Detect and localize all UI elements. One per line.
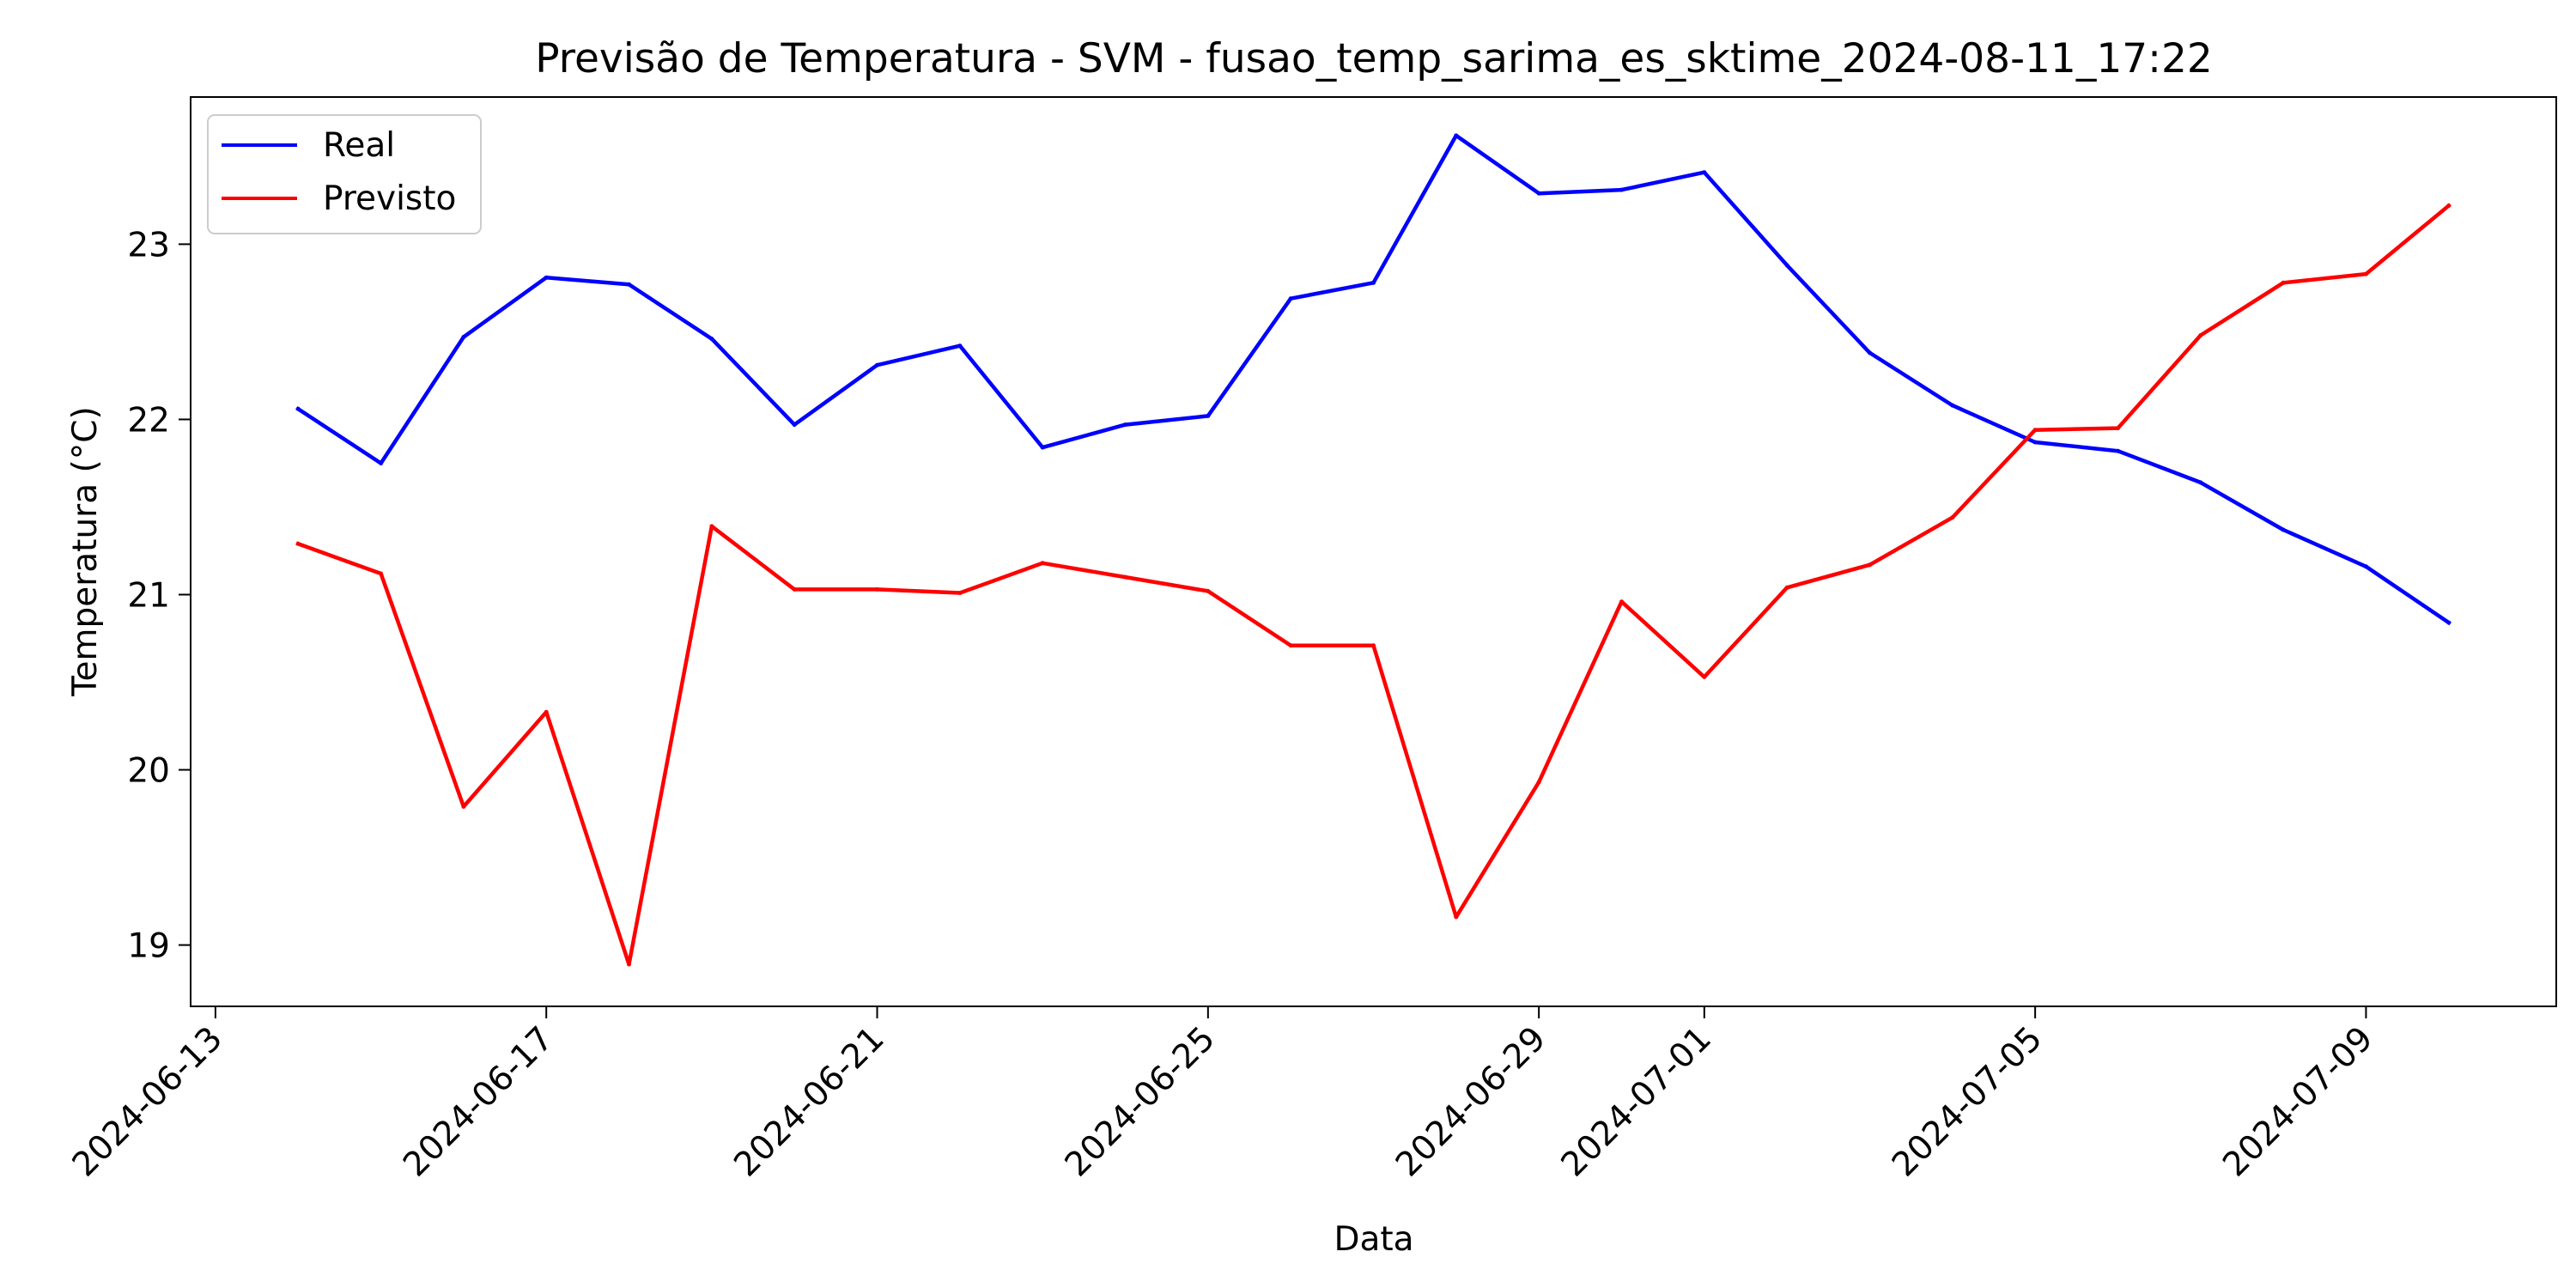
data-point-previsto: [1702, 674, 1707, 679]
legend-label-real: Real: [323, 126, 395, 165]
data-point-previsto: [709, 524, 714, 529]
y-axis-label: Temperatura (°C): [66, 406, 105, 696]
data-point-previsto: [1454, 914, 1459, 920]
data-point-real: [461, 335, 466, 339]
data-point-previsto: [295, 541, 301, 546]
data-point-previsto: [379, 571, 384, 576]
legend-label-previsto: Previsto: [323, 179, 456, 218]
data-point-real: [1454, 133, 1459, 138]
data-point-real: [379, 461, 384, 465]
y-tick-label: 21: [127, 576, 170, 615]
data-point-real: [1950, 403, 1955, 408]
series-layer: [295, 133, 2451, 967]
chart-title: Previsão de Temperatura - SVM - fusao_te…: [535, 35, 2213, 82]
data-point-previsto: [627, 962, 631, 967]
data-point-real: [1288, 296, 1293, 301]
data-point-real: [792, 422, 797, 428]
data-point-previsto: [2116, 426, 2120, 431]
data-point-real: [1123, 422, 1127, 428]
data-point-real: [875, 362, 879, 368]
plot-frame: [190, 96, 2557, 1007]
data-point-real: [1040, 445, 1045, 450]
data-point-real: [1371, 280, 1376, 285]
data-point-real: [295, 406, 301, 411]
data-point-previsto: [1868, 562, 1872, 568]
x-axis-label: Data: [1334, 1220, 1413, 1259]
data-point-previsto: [1123, 574, 1127, 580]
data-point-previsto: [875, 586, 879, 592]
data-point-previsto: [1371, 643, 1376, 648]
data-point-real: [957, 343, 963, 349]
y-tick-label: 22: [127, 401, 170, 440]
data-point-previsto: [2363, 271, 2368, 276]
data-point-real: [1868, 350, 1872, 355]
data-point-previsto: [2446, 204, 2451, 208]
data-point-previsto: [1040, 561, 1045, 566]
data-point-real: [2032, 440, 2038, 445]
data-point-previsto: [461, 804, 466, 809]
data-point-previsto: [2032, 428, 2038, 433]
data-point-previsto: [957, 591, 963, 595]
data-point-real: [2363, 564, 2368, 569]
data-point-real: [1784, 263, 1789, 268]
data-point-previsto: [1288, 643, 1293, 648]
data-point-real: [1702, 170, 1707, 175]
data-point-previsto: [1784, 585, 1789, 590]
y-axis: 19 20 21 22 23: [127, 226, 191, 966]
data-point-real: [2198, 480, 2203, 485]
data-point-previsto: [2281, 280, 2286, 285]
data-point-previsto: [1619, 599, 1624, 605]
data-point-real: [1206, 413, 1211, 418]
data-point-real: [1619, 187, 1624, 192]
data-point-real: [627, 282, 631, 287]
data-point-previsto: [544, 709, 549, 714]
y-tick-label: 20: [127, 752, 170, 791]
data-point-real: [2446, 620, 2451, 625]
data-point-previsto: [792, 586, 797, 592]
data-point-real: [544, 275, 549, 280]
legend: Real Previsto: [207, 114, 482, 234]
data-point-previsto: [1950, 515, 1955, 520]
data-point-real: [2116, 448, 2120, 453]
y-tick-label: 19: [127, 927, 170, 966]
data-point-previsto: [1206, 588, 1211, 593]
data-point-real: [2281, 527, 2286, 532]
data-point-previsto: [2198, 333, 2203, 337]
data-point-previsto: [1536, 780, 1541, 785]
data-point-real: [1536, 191, 1541, 196]
data-point-real: [709, 337, 714, 342]
y-tick-label: 23: [127, 226, 170, 264]
